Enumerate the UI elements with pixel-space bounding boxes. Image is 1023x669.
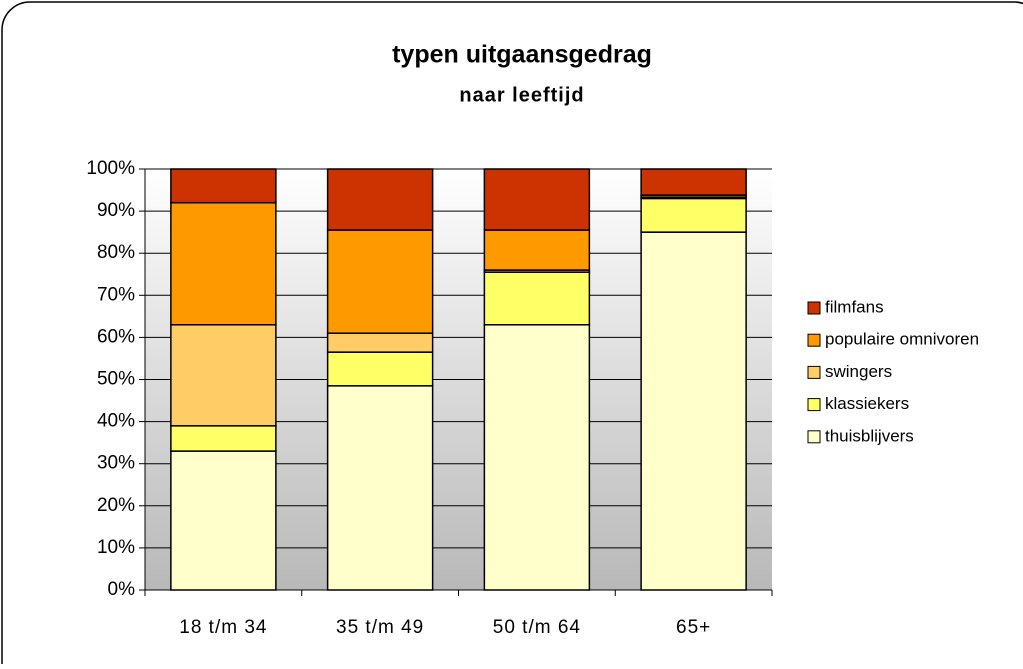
legend-label: filmfans [825, 297, 884, 316]
bar-segment [640, 231, 747, 591]
y-tick-label: 0% [108, 579, 136, 600]
bar-segment [483, 324, 591, 591]
legend-label: thuisblijvers [825, 426, 914, 445]
y-tick-label: 40% [97, 411, 135, 432]
bar-segment [170, 201, 277, 326]
y-tick-label: 60% [97, 326, 135, 347]
x-tick-label: 50 t/m 64 [493, 617, 581, 638]
bar-segment [170, 168, 277, 204]
bar-segment [170, 425, 277, 452]
bar-segment [640, 168, 747, 196]
legend-label: klassiekers [825, 394, 909, 413]
bar-segment [640, 197, 747, 233]
legend-label: swingers [825, 362, 892, 381]
y-tick-label: 80% [97, 242, 135, 263]
bar-segment [170, 450, 277, 591]
bar-segment [483, 229, 591, 271]
bar-segment [326, 229, 434, 334]
legend-swatch [807, 398, 821, 412]
y-tick-label: 20% [97, 495, 135, 516]
bar-segment [483, 168, 591, 231]
y-tick-label: 30% [97, 453, 135, 474]
x-tick-label: 65+ [676, 617, 711, 638]
y-tick-label: 100% [86, 158, 135, 179]
legend-swatch [807, 430, 821, 444]
bar-segment [326, 351, 434, 387]
bar-segment [326, 168, 434, 231]
bar-segment [170, 324, 277, 427]
y-tick-label: 70% [97, 284, 135, 305]
plot: 0% 10% 20% 30% 40% 50% 60% 70% 80% 90% 100% 18 t/m … [86, 158, 979, 638]
legend-label: populaire omnivoren [825, 330, 979, 349]
bar-segment [483, 271, 591, 326]
legend-swatch [807, 301, 821, 315]
legend-swatch [807, 365, 821, 379]
chart-title: typen uitgaansgedrag [392, 41, 652, 69]
bar-segment [326, 385, 434, 591]
x-tick-label: 35 t/m 49 [336, 617, 424, 638]
x-tick-label: 18 t/m 34 [179, 617, 267, 638]
y-tick-label: 50% [97, 369, 135, 390]
y-tick-label: 10% [97, 537, 135, 558]
y-tick-label: 90% [97, 200, 135, 221]
legend-swatch [807, 333, 821, 347]
chart-subtitle: naar leeftijd [459, 84, 584, 106]
bar-segment [326, 332, 434, 353]
